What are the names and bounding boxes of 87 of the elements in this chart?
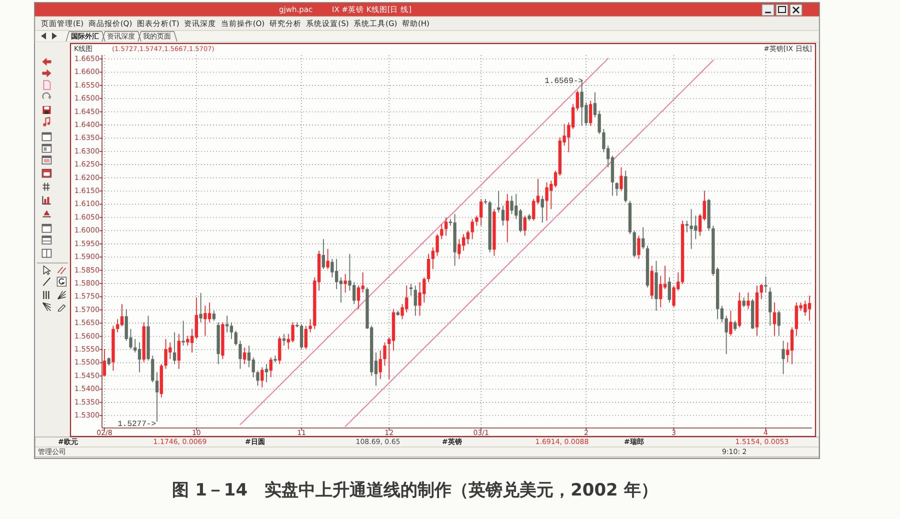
candlestick — [632, 230, 636, 258]
candlestick — [308, 318, 312, 333]
candlestick — [729, 310, 732, 336]
candlestick — [334, 258, 338, 290]
candlestick — [620, 166, 623, 192]
candlestick — [480, 198, 483, 226]
candlestick — [199, 292, 202, 323]
candlestick — [418, 282, 422, 316]
candlestick — [444, 217, 448, 236]
candlestick — [330, 258, 334, 278]
candlestick — [637, 235, 640, 260]
candlestick — [278, 336, 282, 365]
candlestick — [356, 285, 360, 310]
candlestick — [668, 276, 671, 303]
candlestick — [475, 215, 478, 226]
candlestick — [506, 194, 509, 243]
candlestick — [383, 342, 386, 366]
candlestick — [138, 342, 142, 373]
candlestick — [497, 190, 500, 213]
candlestick — [777, 310, 780, 336]
candlestick — [260, 366, 264, 388]
candlestick — [116, 318, 120, 333]
candlestick — [440, 224, 444, 240]
candlestick — [768, 287, 772, 326]
candlestick — [264, 364, 268, 383]
candlestick — [182, 320, 185, 346]
candlestick — [177, 334, 180, 370]
candlestick — [466, 230, 470, 245]
candlestick — [304, 325, 308, 350]
candlestick — [230, 322, 234, 340]
candlestick — [808, 295, 812, 322]
candlestick — [462, 234, 466, 252]
candlestick — [172, 332, 176, 365]
line-series — [344, 60, 714, 427]
candlestick — [470, 218, 474, 240]
candlestick — [518, 208, 522, 233]
candlestick — [458, 238, 461, 260]
candlestick — [155, 372, 159, 422]
candlestick — [588, 100, 592, 126]
candlestick — [523, 215, 526, 236]
annotation: 1.5277-> — [118, 420, 156, 430]
candlestick — [414, 285, 417, 316]
candlestick — [734, 320, 737, 332]
candlestick — [194, 297, 198, 340]
candlestick — [291, 322, 294, 343]
candlestick — [204, 305, 207, 336]
candlestick — [501, 205, 505, 226]
candlestick — [532, 198, 536, 222]
candlestick — [672, 285, 676, 308]
candlestick — [772, 302, 776, 336]
candlestick — [234, 330, 238, 346]
candlestick — [226, 315, 229, 333]
candlestick — [659, 275, 662, 308]
candlestick — [164, 338, 168, 370]
candlestick — [436, 234, 439, 256]
candlestick — [409, 284, 413, 296]
candlestick — [238, 340, 242, 370]
candlestick — [212, 310, 216, 322]
candlestick — [764, 276, 768, 293]
text: 图 1－14 实盘中上升通道线的制作（英镑兑美元，2002 年） — [172, 480, 658, 501]
candlestick — [344, 274, 347, 293]
candlestick — [326, 248, 330, 270]
candlestick — [282, 334, 286, 346]
annotation: 1.6569-> — [544, 77, 584, 86]
candlestick — [426, 253, 430, 283]
candlestick — [378, 350, 382, 380]
candlestick — [208, 302, 212, 323]
candlestick — [510, 195, 514, 214]
candlestick — [243, 346, 246, 365]
candlestick — [746, 292, 750, 310]
candlestick — [300, 324, 304, 350]
candlestick — [545, 182, 548, 222]
candlestick — [790, 326, 794, 365]
candlestick — [269, 357, 272, 378]
candlestick — [760, 284, 763, 300]
candlestick — [742, 297, 746, 308]
candlestick — [782, 340, 785, 375]
candlestick — [322, 238, 325, 270]
candlestick — [685, 220, 688, 233]
candlestick — [642, 226, 645, 250]
candlestick — [186, 335, 190, 346]
candlestick — [256, 370, 260, 386]
candlestick — [615, 182, 618, 196]
candlestick — [120, 304, 124, 327]
candlestick — [540, 195, 544, 223]
line-series — [240, 58, 609, 426]
candlestick — [151, 355, 154, 383]
